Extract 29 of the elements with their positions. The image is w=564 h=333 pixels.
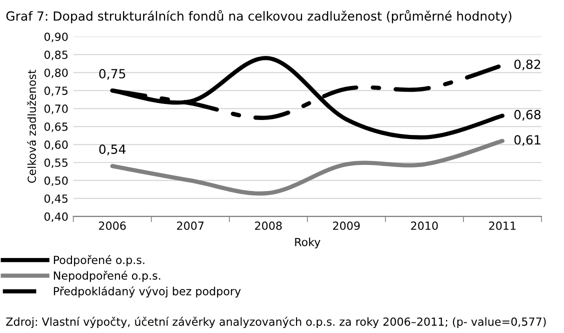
y-tick-label: 0,65 [44, 122, 68, 132]
data-label: 0,61 [514, 135, 540, 146]
y-tick-label: 0,55 [44, 158, 68, 168]
x-tick-label: 2009 [333, 222, 360, 230]
data-label: 0,68 [514, 110, 541, 121]
x-axis-title: Roky [295, 238, 320, 248]
y-tick-label: 0,90 [44, 32, 68, 42]
y-tick-label: 0,45 [44, 194, 68, 204]
legend-label: Předpokládaný vývoj bez podpory [54, 286, 241, 298]
y-tick-label: 0,40 [44, 212, 68, 222]
x-tick-label: 2010 [411, 222, 438, 230]
chart-title: Graf 7: Dopad strukturálních fondů na celkovou zadluženost (průměrné hodnoty) [6, 10, 512, 24]
x-tick-label: 2007 [177, 222, 204, 230]
y-tick-label: 0,80 [44, 68, 68, 78]
y-tick-label: 0,70 [44, 104, 68, 114]
y-tick-label: 0,75 [44, 86, 68, 96]
legend-label: Podpořené o.p.s. [54, 255, 144, 266]
y-tick-label: 0,85 [44, 50, 68, 60]
x-tick-label: 2011 [489, 222, 516, 230]
legend-label: Nepodpořené o.p.s. [54, 270, 160, 282]
data-label: 0,75 [99, 68, 126, 80]
y-tick-label: 0,50 [44, 176, 68, 186]
x-tick-label: 2006 [99, 222, 126, 230]
data-label: 0,82 [514, 60, 540, 70]
data-label: 0,54 [99, 144, 126, 156]
y-tick-label: 0,60 [44, 140, 68, 150]
y-axis-title: Celková zadluženost [26, 70, 36, 183]
text: Zdroj: Vlastní výpočty, účetní závěrky analyzovaných o.p.s. za roky 2006–2011; (p- value=0,577) [6, 316, 546, 328]
x-tick-label: 2008 [255, 222, 282, 230]
